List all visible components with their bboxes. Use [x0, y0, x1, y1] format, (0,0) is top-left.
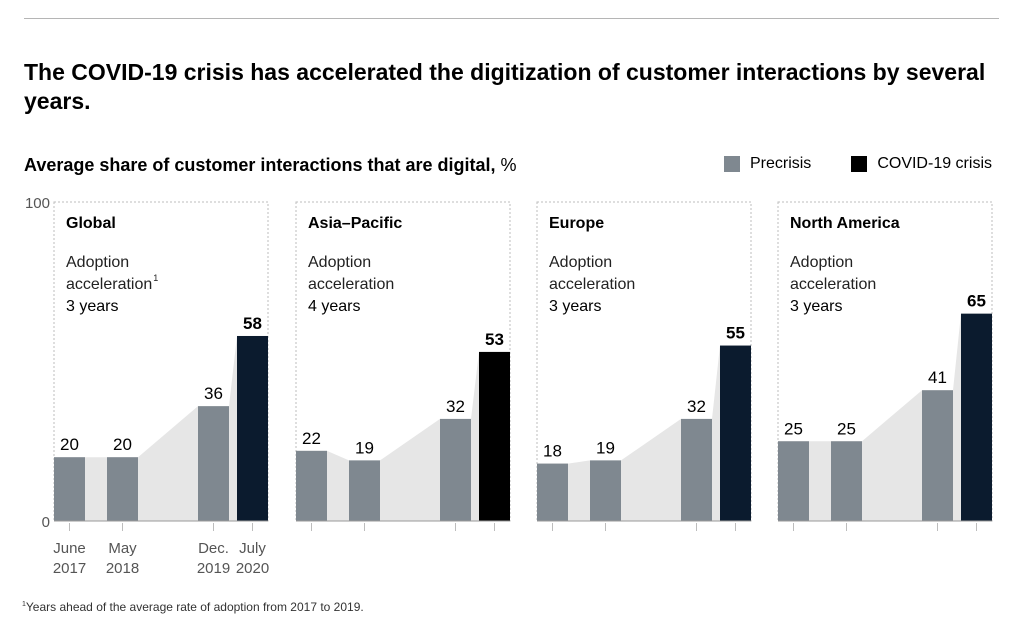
x-category-label-3-1: 2020: [236, 560, 269, 577]
subtitle-text: Average share of customer interactions t…: [24, 155, 496, 175]
top-divider: [24, 18, 999, 19]
value-label-global-1: 20: [113, 435, 132, 454]
annotation-line1-europe: Adoption: [549, 254, 612, 271]
bar-global-0: [54, 457, 85, 521]
value-label-asia-pacific-1: 19: [355, 438, 374, 457]
trend-area-asia-pacific: [296, 351, 510, 521]
bar-asia-pacific-3: [479, 351, 510, 521]
y-tick-label-100: 100: [25, 195, 50, 212]
bar-global-1: [107, 457, 138, 521]
legend: Precrisis COVID-19 crisis: [684, 155, 992, 173]
x-category-label-1-1: 2018: [106, 560, 139, 577]
annotation-line1-global: Adoption: [66, 254, 129, 271]
value-label-asia-pacific-0: 22: [302, 429, 321, 448]
x-category-label-2-1: 2019: [197, 560, 230, 577]
annotation-line2-north-america: acceleration: [790, 276, 876, 293]
footnote-mark: 1: [22, 601, 26, 608]
bar-asia-pacific-0: [296, 450, 327, 521]
value-label-north-america-0: 25: [784, 419, 803, 438]
bar-asia-pacific-2: [440, 418, 471, 521]
annotation-years-asia-pacific: 4 years: [308, 298, 360, 315]
trend-area-europe: [537, 345, 751, 521]
value-label-global-0: 20: [60, 435, 79, 454]
footnote: 1Years ahead of the average rate of adop…: [22, 600, 364, 614]
value-label-asia-pacific-3: 53: [485, 330, 504, 349]
chart-title: The COVID-19 crisis has accelerated the …: [24, 59, 986, 114]
bar-north-america-2: [922, 390, 953, 521]
legend-swatch-covid: [851, 156, 868, 172]
annotation-line2-europe: acceleration: [549, 276, 635, 293]
subtitle-unit: %: [495, 155, 517, 175]
bar-global-3: [237, 335, 268, 521]
bar-europe-1: [590, 460, 621, 521]
panel-title-north-america: North America: [790, 215, 900, 232]
x-category-label-2-0: Dec.: [198, 540, 229, 557]
annotation-line2-global: acceleration: [66, 276, 152, 293]
chart-subtitle: Average share of customer interactions t…: [24, 154, 517, 176]
annotation-years-europe: 3 years: [549, 298, 601, 315]
value-label-north-america-1: 25: [837, 419, 856, 438]
trend-area-global: [54, 335, 268, 521]
y-tick-label-0: 0: [42, 514, 50, 531]
bar-asia-pacific-1: [349, 460, 380, 521]
annotation-footnote-mark-global: 1: [153, 273, 158, 283]
value-label-europe-3: 55: [726, 324, 745, 343]
footnote-text: Years ahead of the average rate of adopt…: [25, 600, 364, 614]
x-category-label-0-1: 2017: [53, 560, 86, 577]
trend-area-north-america: [778, 313, 992, 521]
value-label-europe-1: 19: [596, 438, 615, 457]
value-label-north-america-2: 41: [928, 368, 947, 387]
bar-global-2: [198, 406, 229, 521]
legend-label-precrisis: Precrisis: [749, 155, 812, 172]
x-category-label-0-0: June: [53, 540, 86, 557]
annotation-line2-asia-pacific: acceleration: [308, 276, 394, 293]
bar-north-america-1: [831, 441, 862, 521]
panel-title-asia-pacific: Asia–Pacific: [308, 215, 402, 232]
annotation-line1-north-america: Adoption: [790, 254, 853, 271]
bar-europe-2: [681, 418, 712, 521]
annotation-years-north-america: 3 years: [790, 298, 842, 315]
value-label-europe-2: 32: [687, 397, 706, 416]
legend-item-covid: COVID-19 crisis: [851, 155, 992, 173]
value-label-global-2: 36: [204, 384, 223, 403]
x-category-label-1-0: May: [108, 540, 137, 557]
value-label-asia-pacific-2: 32: [446, 397, 465, 416]
bar-north-america-3: [961, 313, 992, 521]
panel-title-europe: Europe: [549, 215, 604, 232]
x-category-label-3-0: July: [239, 540, 266, 557]
value-label-global-3: 58: [243, 314, 262, 333]
value-label-north-america-3: 65: [967, 292, 986, 311]
bar-europe-0: [537, 463, 568, 521]
legend-label-covid: COVID-19 crisis: [877, 155, 992, 172]
bar-europe-3: [720, 345, 751, 521]
legend-item-precrisis: Precrisis: [723, 155, 812, 173]
panel-title-global: Global: [66, 215, 116, 232]
value-label-europe-0: 18: [543, 442, 562, 461]
annotation-line1-asia-pacific: Adoption: [308, 254, 371, 271]
legend-swatch-precrisis: [723, 156, 740, 172]
bar-north-america-0: [778, 441, 809, 521]
annotation-years-global: 3 years: [66, 298, 118, 315]
